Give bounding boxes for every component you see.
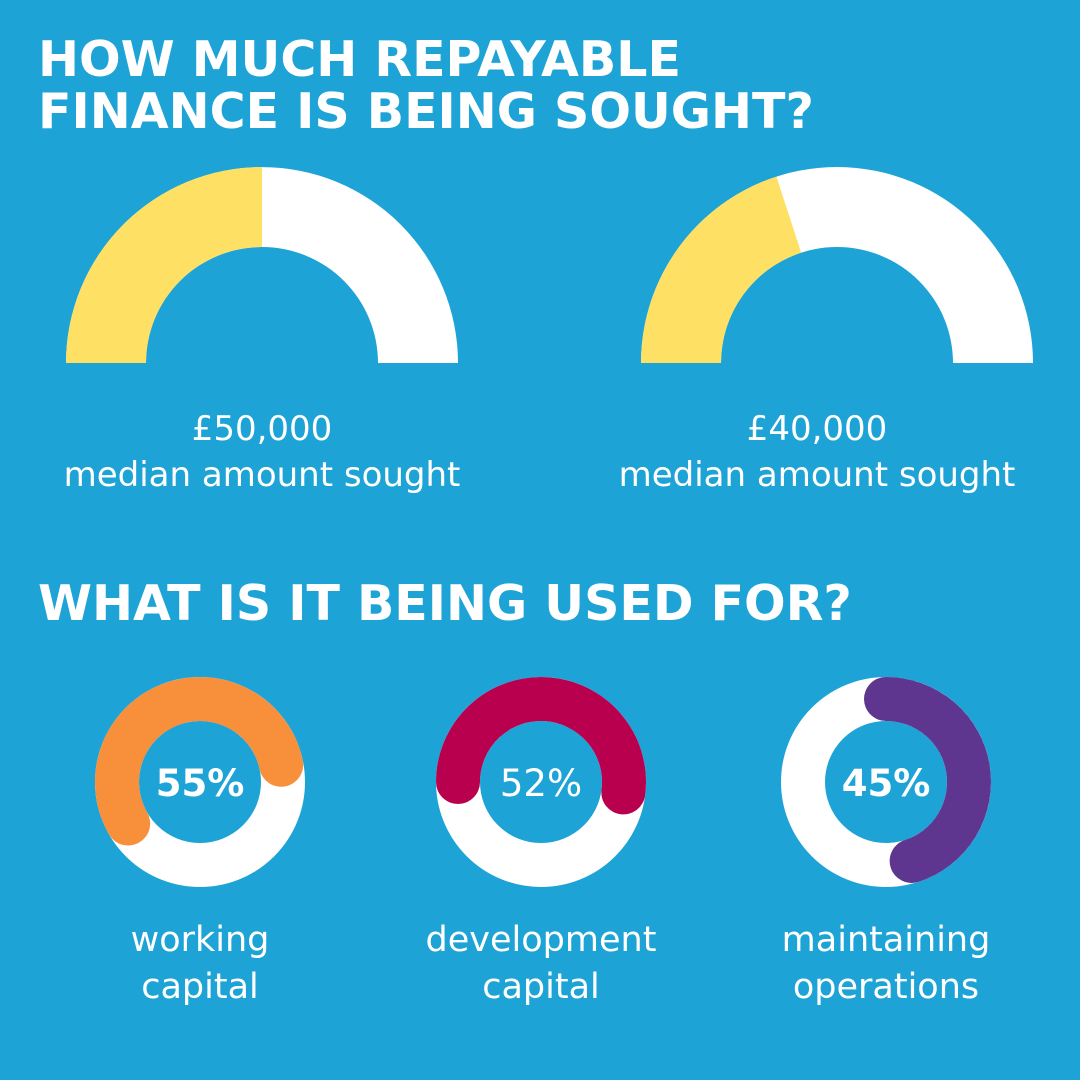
gauge-value-label: £40,000 bbox=[747, 409, 888, 449]
gauge-value-label: £50,000 bbox=[192, 409, 333, 449]
donut-value-label: 45% bbox=[842, 762, 931, 805]
heading-line-1: HOW MUCH REPAYABLE bbox=[38, 31, 681, 88]
donut-progress-arc bbox=[436, 677, 646, 815]
gauge-caption: median amount sought bbox=[64, 455, 461, 495]
donut-progress-arc bbox=[864, 677, 991, 883]
donuts-group: 55% working capital 52% development capital 45… bbox=[95, 677, 991, 1007]
gauges-group: £50,000 median amount sought £40,000 median… bbox=[64, 167, 1033, 495]
donut-label-line-1: working bbox=[131, 920, 270, 960]
donut-value-label: 52% bbox=[500, 762, 582, 805]
gauge-fill-arc bbox=[66, 167, 262, 363]
heading-line-3: WHAT IS IT BEING USED FOR? bbox=[38, 575, 852, 632]
donut-label-line-1: maintaining bbox=[782, 920, 991, 960]
gauge-fill-arc bbox=[641, 176, 802, 363]
donut-label-line-2: capital bbox=[141, 967, 259, 1007]
donut-label-line-2: capital bbox=[482, 967, 600, 1007]
donut-label-line-1: development bbox=[426, 920, 657, 960]
donut-progress-arc bbox=[95, 677, 304, 846]
donut-value-label: 55% bbox=[156, 762, 245, 805]
gauge-caption: median amount sought bbox=[619, 455, 1016, 495]
donut-label-line-2: operations bbox=[793, 967, 979, 1007]
heading-line-2: FINANCE IS BEING SOUGHT? bbox=[38, 83, 814, 140]
